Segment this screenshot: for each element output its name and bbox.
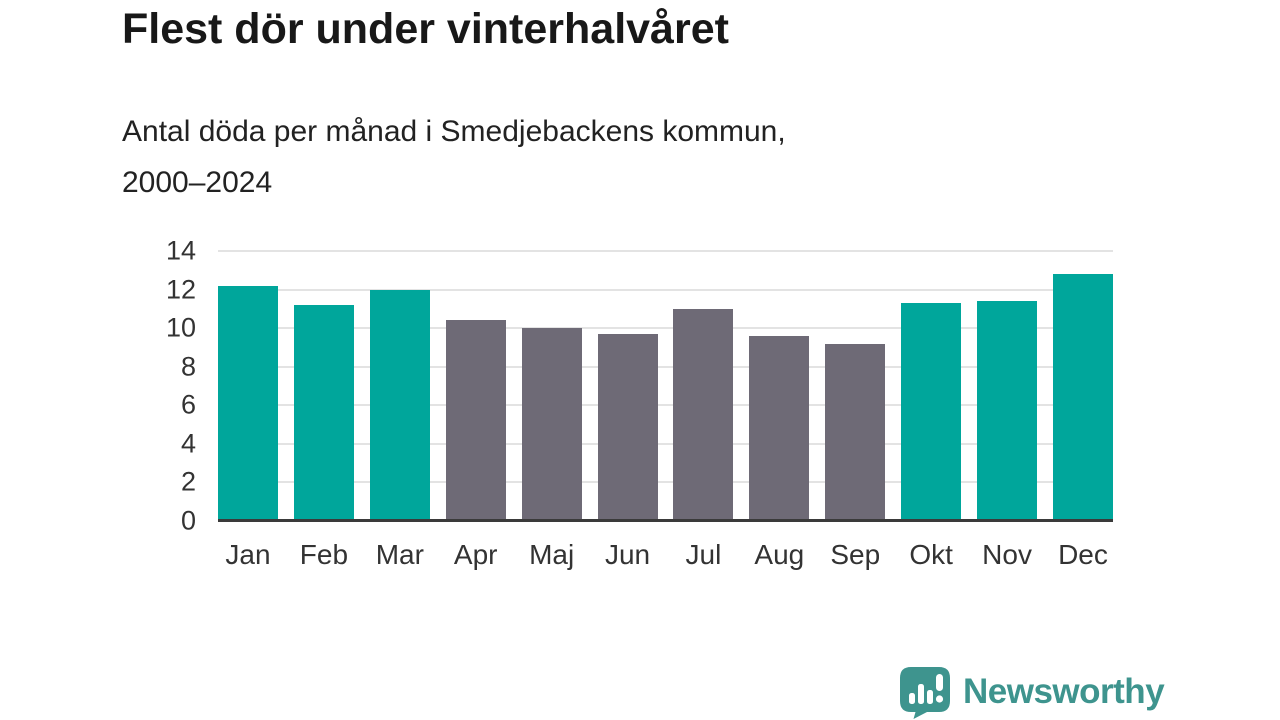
gridline <box>218 404 1113 407</box>
y-tick-label: 12 <box>165 274 196 305</box>
chart-title: Flest dör under vinterhalvåret <box>122 5 729 53</box>
brand-name: Newsworthy <box>963 672 1165 711</box>
y-tick-label: 2 <box>180 466 196 497</box>
bar-apr <box>445 320 506 521</box>
bar-jul <box>673 308 734 521</box>
newsworthy-speech-bubble-chart-icon <box>900 667 950 719</box>
x-tick-label: Nov <box>982 539 1032 570</box>
bar-nov <box>977 301 1038 521</box>
x-tick-label: Feb <box>299 539 349 570</box>
x-tick-label: Aug <box>754 539 805 570</box>
x-tick-label: Okt <box>909 539 953 570</box>
x-tick-label: Jul <box>685 539 722 570</box>
x-tick-label: Dec <box>1058 539 1108 570</box>
bar-dec <box>1052 274 1113 521</box>
chart-subtitle: Antal döda per månad i Smedjebackens kom… <box>122 106 786 208</box>
chart-subtitle-line-1: Antal döda per månad i Smedjebackens kom… <box>122 115 786 148</box>
y-tick-label: 10 <box>165 312 196 343</box>
bar-aug <box>749 335 810 521</box>
gridline <box>218 481 1113 484</box>
x-tick-label: Mar <box>375 539 424 570</box>
bar-okt <box>901 303 962 521</box>
gridline <box>218 442 1113 445</box>
bar-sep <box>825 343 886 521</box>
y-tick-label: 8 <box>180 351 196 382</box>
x-tick-label: Apr <box>453 539 498 570</box>
bars-layer <box>218 251 1113 521</box>
gridline <box>218 365 1113 368</box>
bar-feb <box>293 305 354 521</box>
bar-maj <box>521 328 582 521</box>
brand-footer: Newsworthy <box>897 665 1165 719</box>
y-tick-label: 4 <box>180 428 196 459</box>
x-tick-label: Maj <box>529 539 575 570</box>
y-tick-label: 0 <box>180 505 196 536</box>
bar-jan <box>218 285 278 521</box>
x-tick-label: Jun <box>604 539 651 570</box>
x-axis-labels: Jan Feb Mar Apr Maj Jun Jul Aug Sep Okt Nov Dec <box>218 539 1113 571</box>
x-tick-label: Sep <box>830 539 881 570</box>
gridline <box>218 288 1113 291</box>
y-tick-label: 6 <box>180 389 196 420</box>
y-axis-labels: 0 2 4 6 8 10 12 14 <box>100 236 196 536</box>
plot-area <box>218 250 1113 522</box>
gridline <box>218 327 1113 330</box>
chart-subtitle-line-2: 2000–2024 <box>122 166 273 199</box>
gridline <box>218 250 1113 252</box>
x-tick-label: Jan <box>225 539 271 570</box>
bar-jun <box>597 333 658 521</box>
bar-mar <box>369 289 430 521</box>
y-tick-label: 14 <box>165 235 196 266</box>
x-axis-line <box>218 519 1113 522</box>
